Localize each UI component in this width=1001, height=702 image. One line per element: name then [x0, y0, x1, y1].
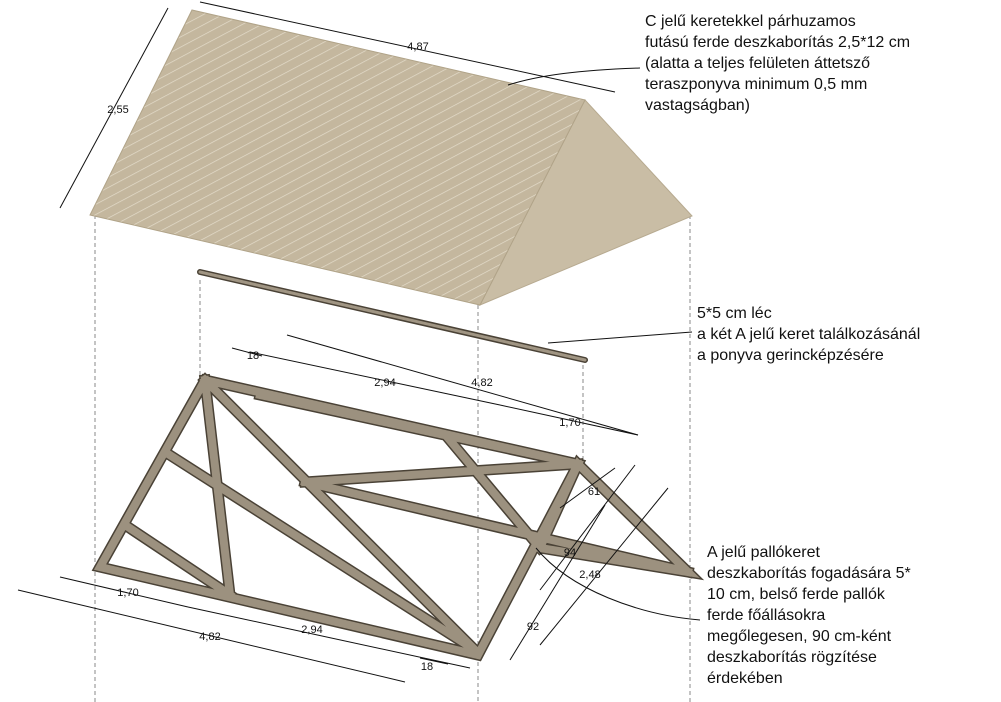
- text-line: (alatta a teljes felületen áttetsző: [645, 55, 870, 72]
- roof-face: [89, 9, 586, 306]
- text-line: vastagságban): [645, 97, 750, 114]
- guides: [94, 215, 691, 702]
- dimension-label: 4,82: [199, 631, 220, 643]
- dimension-lines: [17, 1, 669, 683]
- annotation: 5*5 cm léc a két A jelű keret találkozás…: [697, 305, 925, 364]
- roof: [89, 9, 693, 306]
- dimension-label: 61: [588, 486, 600, 498]
- text-line: 5*5 cm léc: [697, 305, 772, 322]
- dimension-label: 1,70: [559, 417, 580, 429]
- dimension-label: 4,82: [471, 377, 492, 389]
- ridge-batten: [197, 269, 588, 363]
- text-line: C jelű keretekkel párhuzamos: [645, 13, 856, 30]
- dimension-label: 2,48: [579, 569, 600, 581]
- dimension-label: 2,55: [107, 104, 128, 116]
- dimension-labels: 4,87 2,55 18 2,94 4,82 1,70 61 94 2,48 9…: [107, 41, 600, 673]
- leaders: [507, 67, 701, 621]
- annotations: C jelű keretekkel párhuzamos futású ferd…: [645, 13, 925, 687]
- text-line: a ponyva gerincképzésére: [697, 347, 884, 364]
- text-line: A jelű pallókeret: [707, 544, 821, 561]
- dimension-label: 18: [247, 350, 259, 362]
- text-line: ferde főállásokra: [707, 607, 825, 624]
- text-line: a két A jelű keret találkozásánál: [697, 326, 920, 343]
- text-line: deszkaborítás rögzítése: [707, 649, 877, 666]
- text-line: érdekében: [707, 670, 783, 687]
- annotation: A jelű pallókeret deszkaborítás fogadásá…: [707, 544, 915, 687]
- text-line: 10 cm, belső ferde pallók: [707, 586, 886, 603]
- dimension-label: 4,87: [407, 41, 428, 53]
- dimension-label: 92: [527, 621, 539, 633]
- dimension-label: 94: [564, 547, 576, 559]
- dimension-label: 2,94: [374, 377, 395, 389]
- dimension-label: 1,70: [117, 587, 138, 599]
- annotation: C jelű keretekkel párhuzamos futású ferd…: [645, 13, 915, 114]
- text-line: futású ferde deszkaborítás 2,5*12 cm: [645, 34, 910, 51]
- frame: [91, 372, 705, 662]
- text-line: teraszponyva minimum 0,5 mm: [645, 76, 867, 93]
- dimension-label: 18: [421, 661, 433, 673]
- text-line: deszkaborítás fogadására 5*: [707, 565, 911, 582]
- dimension-label: 2,94: [301, 624, 322, 636]
- text-line: megőlegesen, 90 cm-ként: [707, 628, 892, 645]
